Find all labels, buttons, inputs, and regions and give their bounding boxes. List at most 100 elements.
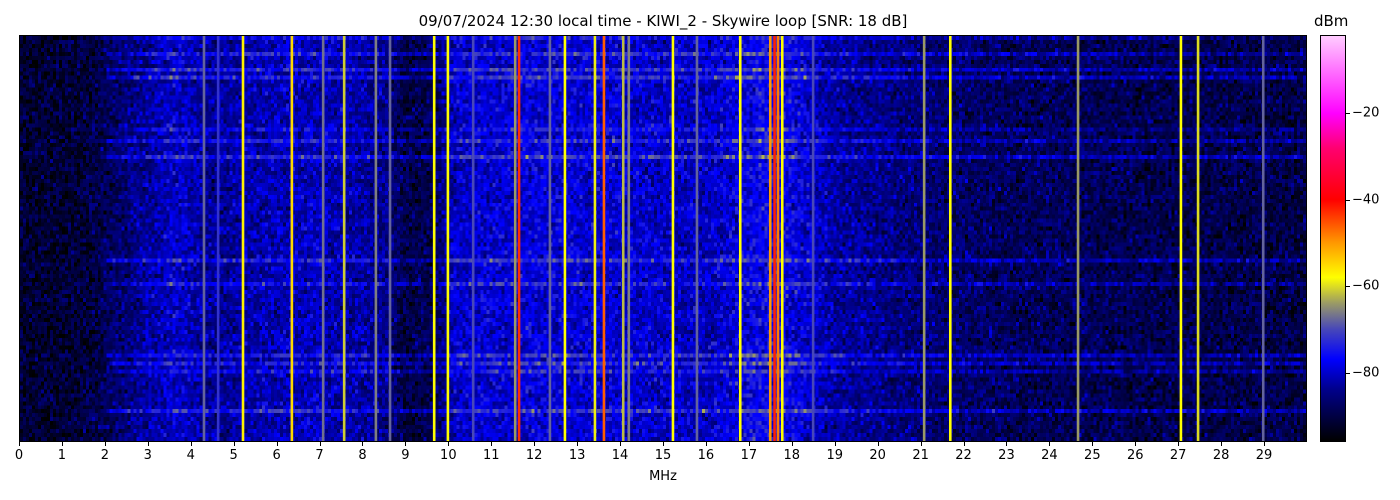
- x-tick-label: 9: [401, 448, 410, 463]
- x-tick-label: 2: [100, 448, 109, 463]
- x-tick-label: 18: [783, 448, 801, 463]
- chart-title: 09/07/2024 12:30 local time - KIWI_2 - S…: [418, 12, 908, 30]
- colorbar-tick-label: −40: [1352, 192, 1380, 208]
- x-tick: [319, 442, 321, 446]
- signal-line: [548, 36, 552, 441]
- signal-line: [374, 36, 378, 441]
- signal-line: [1261, 36, 1265, 441]
- x-tick: [920, 442, 922, 446]
- signal-line: [602, 36, 606, 441]
- x-tick: [233, 442, 235, 446]
- x-tick: [834, 442, 836, 446]
- x-tick: [1178, 442, 1180, 446]
- signal-line: [290, 36, 294, 441]
- colorbar: [1320, 35, 1346, 442]
- signal-line: [471, 36, 475, 441]
- x-tick-label: 13: [568, 448, 586, 463]
- x-tick: [577, 442, 579, 446]
- signal-line: [695, 36, 699, 441]
- signal-line: [321, 36, 325, 441]
- signal-line: [1076, 36, 1080, 441]
- x-tick: [19, 442, 20, 446]
- x-tick: [104, 442, 106, 446]
- x-axis-label: MHz: [649, 469, 677, 484]
- signal-line: [922, 36, 926, 441]
- x-tick-label: 3: [143, 448, 152, 463]
- x-tick-label: 11: [482, 448, 500, 463]
- x-tick-label: 14: [611, 448, 629, 463]
- x-tick-label: 26: [1126, 448, 1144, 463]
- x-tick-label: 15: [654, 448, 672, 463]
- signal-line: [768, 36, 772, 441]
- colorbar-tick: [1346, 112, 1350, 114]
- x-tick: [448, 442, 450, 446]
- signal-line: [738, 36, 742, 441]
- colorbar-tick: [1346, 286, 1350, 288]
- x-tick-label: 27: [1169, 448, 1187, 463]
- x-tick: [1135, 442, 1137, 446]
- signal-line: [627, 36, 631, 441]
- x-tick: [534, 442, 536, 446]
- colorbar-tick-label: −20: [1352, 105, 1380, 121]
- signal-line: [671, 36, 675, 441]
- signal-line: [202, 36, 206, 441]
- x-tick-label: 22: [955, 448, 972, 463]
- signal-line: [773, 36, 776, 441]
- x-tick-label: 8: [358, 448, 367, 463]
- x-tick: [491, 442, 493, 446]
- x-tick: [405, 442, 407, 446]
- x-tick: [147, 442, 149, 446]
- x-tick-label: 24: [1041, 448, 1058, 463]
- x-tick: [663, 442, 664, 446]
- signal-line: [776, 36, 780, 441]
- x-tick-label: 16: [697, 448, 715, 463]
- x-tick-label: 6: [272, 448, 281, 463]
- colorbar-tick: [1346, 199, 1350, 201]
- x-tick: [877, 442, 879, 446]
- x-tick: [1092, 442, 1094, 446]
- signal-line: [241, 36, 245, 441]
- x-tick-label: 0: [14, 448, 24, 463]
- waterfall-plot: [19, 35, 1307, 442]
- colorbar-tick: [1346, 372, 1350, 374]
- signal-line: [1196, 36, 1200, 441]
- x-tick-label: 5: [229, 448, 238, 463]
- x-tick-label: 20: [869, 448, 886, 463]
- x-tick: [1221, 442, 1223, 446]
- x-tick-label: 25: [1084, 448, 1101, 463]
- x-tick: [748, 442, 750, 446]
- x-tick: [276, 442, 278, 446]
- signal-line: [517, 36, 521, 441]
- x-tick-label: 28: [1212, 448, 1230, 463]
- x-axis: 0 1 2 3 4 5 6 7 8 9 10 11 12 13 14 15 16 17 18 19 20 21 22 23 24…: [15, 442, 1307, 463]
- signal-line: [388, 36, 392, 441]
- signal-line: [811, 36, 815, 441]
- signal-line: [446, 36, 450, 441]
- x-tick: [61, 442, 63, 446]
- signal-line: [1179, 36, 1183, 441]
- signal-line: [949, 36, 952, 441]
- signal-line: [593, 36, 597, 441]
- x-tick-label: 10: [440, 448, 457, 463]
- x-tick: [705, 442, 707, 446]
- signal-line: [780, 36, 784, 441]
- x-tick-label: 21: [912, 448, 929, 463]
- x-tick: [963, 442, 965, 446]
- x-tick: [190, 442, 192, 446]
- x-tick-label: 19: [826, 448, 843, 463]
- x-tick: [1049, 442, 1051, 446]
- x-tick: [791, 442, 793, 446]
- x-tick-label: 1: [57, 448, 67, 463]
- colorbar-tick-label: −60: [1352, 278, 1380, 294]
- x-tick-label: 7: [315, 448, 324, 463]
- signal-line: [563, 36, 567, 441]
- x-tick-label: 12: [525, 448, 543, 463]
- x-tick: [1264, 442, 1266, 446]
- colorbar-label: dBm: [1314, 12, 1349, 30]
- x-tick-label: 23: [998, 448, 1015, 463]
- signal-layer: [202, 36, 1265, 441]
- x-tick-label: 17: [740, 448, 758, 463]
- x-tick-label: 29: [1255, 448, 1273, 463]
- x-tick: [620, 442, 622, 446]
- signal-line: [216, 36, 220, 441]
